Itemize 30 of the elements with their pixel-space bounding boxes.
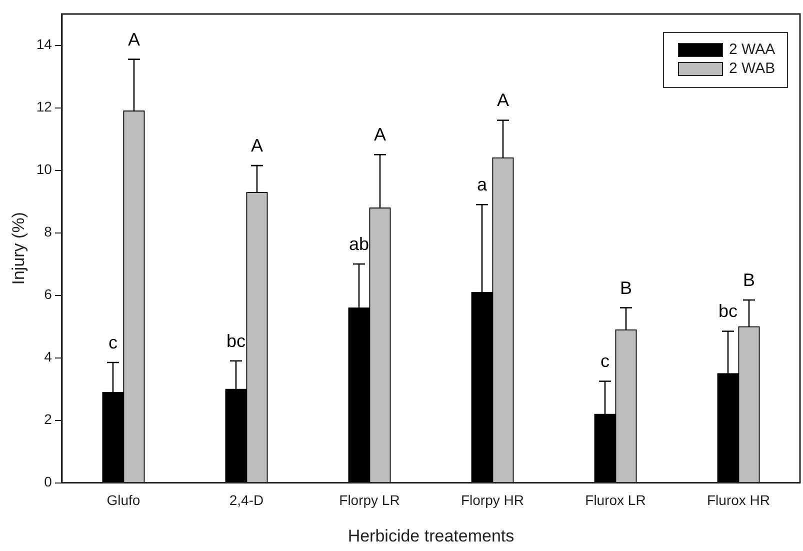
legend-label: 2 WAA (729, 41, 776, 58)
annotation: a (476, 174, 488, 195)
x-axis-title: Herbicide treatements (348, 526, 514, 546)
y-tick-label: 12 (36, 98, 52, 115)
annotation: c (600, 351, 610, 372)
annotation: B (742, 270, 756, 290)
y-tick-label: 2 (44, 411, 52, 428)
y-axis-title: Injury (%) (8, 212, 28, 285)
x-tick-label: Glufo (106, 492, 140, 508)
y-tick-label: 4 (44, 348, 52, 365)
annotation: bc (718, 301, 738, 322)
annotation: B (620, 278, 632, 298)
y-tick-label: 0 (44, 474, 52, 490)
x-tick-label: 2,4-D (229, 492, 264, 508)
x-tick-label: Flurox LR (585, 492, 646, 508)
annotation: A (496, 90, 509, 110)
x-tick-label: Florpy HR (460, 492, 524, 508)
annotation: ab (348, 234, 369, 254)
y-tick-label: 6 (44, 286, 52, 302)
annotation: c (108, 332, 118, 352)
x-tick-label: Florpy LR (339, 492, 400, 508)
annotation: bc (226, 330, 246, 351)
annotation: A (128, 29, 140, 50)
annotation: A (374, 124, 386, 145)
annotation: A (250, 136, 263, 156)
y-tick-label: 10 (36, 161, 52, 178)
y-tick-label: 14 (36, 36, 52, 52)
legend-label: 2 WAB (729, 60, 776, 77)
y-tick-label: 8 (44, 224, 52, 240)
x-tick-label: Flurox HR (706, 492, 770, 508)
